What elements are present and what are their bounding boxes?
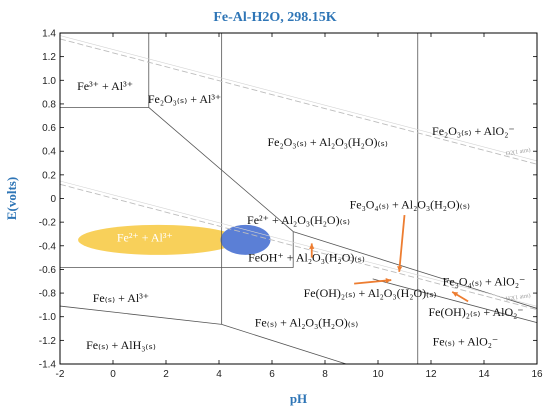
water-line-label-0: O2(1 atm) — [505, 147, 531, 158]
y-tick-label-8: -0.2 — [39, 218, 57, 229]
y-tick-label-4: 0.6 — [42, 123, 56, 134]
y-tick-label-7: 0 — [50, 194, 56, 205]
highlight-ellipse-0 — [78, 224, 239, 255]
region-label-1: Fe₂O₃₍ₛ₎ + Al³⁺ — [148, 92, 221, 106]
y-tick-label-10: -0.6 — [39, 265, 57, 276]
arrow-shaft-2 — [354, 279, 392, 285]
x-tick-label-5: 8 — [322, 369, 328, 380]
x-tick-label-6: 10 — [372, 369, 384, 380]
arrow-shaft-1 — [398, 214, 406, 272]
arrow-head-1 — [397, 266, 403, 272]
y-tick-label-13: -1.2 — [39, 336, 57, 347]
y-tick-label-3: 0.8 — [42, 99, 56, 110]
region-label-10: Fe(OH)₂₍ₛ₎ + AlO₂⁻ — [428, 305, 523, 319]
x-axis-title: pH — [290, 391, 307, 406]
region-label-13: Fe₍ₛ₎ + AlO₂⁻ — [433, 335, 499, 349]
region-label-7: Fe₃O₄₍ₛ₎ + Al₂O₃(H₂O)₍ₛ₎ — [350, 197, 470, 211]
y-tick-label-0: 1.4 — [42, 29, 56, 40]
arrow-head-3 — [452, 291, 459, 297]
region-label-4: Fe²⁺ + Al₂O₃(H₂O)₍ₛ₎ — [247, 213, 350, 227]
y-axis-title: E(volts) — [4, 177, 19, 220]
highlight-ellipse-1 — [220, 224, 271, 255]
arrow-0 — [309, 243, 315, 258]
region-label-12: Fe₍ₛ₎ + Al₂O₃(H₂O)₍ₛ₎ — [255, 316, 358, 330]
region-label-5: Fe²⁺ + Al³⁺ — [117, 231, 173, 245]
region-label-0: Fe³⁺ + Al³⁺ — [77, 79, 133, 93]
arrow-3 — [451, 291, 469, 303]
y-tick-label-2: 1.0 — [42, 76, 56, 87]
x-tick-label-2: 2 — [163, 369, 169, 380]
boundary-line-9 — [59, 305, 222, 325]
region-label-9: Fe(OH)₂₍ₛ₎ + Al₂O₃(H₂O)₍ₛ₎ — [304, 286, 437, 300]
region-label-6: FeOH⁺ + Al₂O₃(H₂O)₍ₛ₎ — [248, 251, 365, 265]
y-tick-label-11: -0.8 — [39, 289, 57, 300]
y-tick-label-5: 0.4 — [42, 147, 56, 158]
region-label-14: Fe₍ₛ₎ + AlH₃₍ₛ₎ — [86, 338, 156, 352]
water-line-shadow-0 — [59, 35, 538, 162]
y-tick-label-9: -0.4 — [39, 241, 57, 252]
region-label-11: Fe₍ₛ₎ + Al³⁺ — [93, 291, 149, 305]
x-tick-label-8: 14 — [478, 369, 490, 380]
water-line-shadow-1 — [59, 180, 538, 307]
arrow-1 — [397, 214, 406, 272]
boundary-line-10 — [221, 324, 347, 365]
x-tick-label-7: 12 — [425, 369, 437, 380]
boundary-line-2 — [148, 107, 294, 232]
y-tick-label-12: -1.0 — [39, 312, 57, 323]
y-tick-label-1: 1.2 — [42, 52, 56, 63]
region-label-2: Fe₂O₃₍ₛ₎ + Al₂O₃(H₂O)₍ₛ₎ — [267, 135, 387, 149]
water-line-label-1: H2(1 atm) — [505, 292, 531, 303]
chart-title: Fe-Al-H2O, 298.15K — [213, 10, 336, 25]
arrow-head-2 — [385, 277, 392, 284]
x-tick-label-1: 0 — [110, 369, 116, 380]
boundary-line-6 — [372, 278, 538, 324]
x-tick-label-0: -2 — [56, 369, 65, 380]
y-tick-label-6: 0.2 — [42, 170, 56, 181]
region-label-8: Fe₃O₄₍ₛ₎ + AlO₂⁻ — [443, 274, 526, 288]
x-tick-label-3: 4 — [216, 369, 222, 380]
arrow-head-0 — [309, 243, 315, 249]
arrow-2 — [354, 277, 392, 285]
region-label-3: Fe₂O₃₍ₛ₎ + AlO₂⁻ — [432, 124, 515, 138]
x-tick-label-4: 6 — [269, 369, 275, 380]
water-line-0 — [59, 38, 538, 165]
water-line-1 — [59, 183, 538, 311]
y-tick-label-14: -1.4 — [39, 360, 57, 371]
x-tick-label-9: 16 — [531, 369, 543, 380]
